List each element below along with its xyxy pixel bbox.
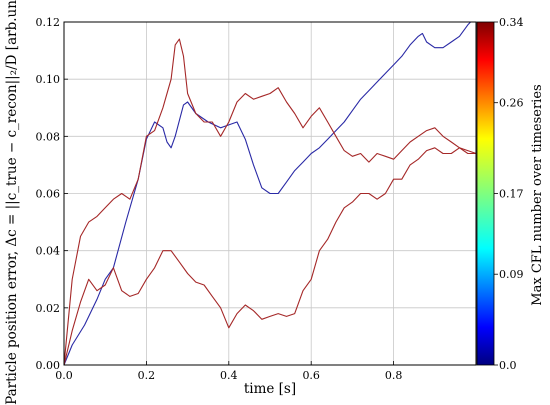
x-axis-label: time [s] bbox=[244, 381, 296, 397]
colorbar-label: Max CFL number over timeseries bbox=[530, 84, 545, 305]
series-group bbox=[64, 22, 476, 365]
series-line-1 bbox=[64, 22, 472, 365]
y-tick-label: 0.10 bbox=[36, 73, 61, 86]
y-tick-label: 0.06 bbox=[36, 188, 61, 201]
y-axis: 0.00 0.02 0.04 0.06 0.08 0.10 0.12 bbox=[36, 16, 68, 372]
y-tick-label: 0.00 bbox=[36, 359, 61, 372]
y-tick-label: 0.04 bbox=[36, 245, 61, 258]
colorbar-tick-label: 0.17 bbox=[499, 188, 524, 201]
colorbar-tick-label: 0.0 bbox=[499, 359, 517, 372]
y-axis-label: Particle position error, Δc = ||c_true −… bbox=[4, 0, 20, 405]
x-tick-label: 0.2 bbox=[138, 369, 156, 382]
colorbar-tick-label: 0.09 bbox=[499, 268, 524, 281]
x-tick-label: 0.0 bbox=[55, 369, 73, 382]
colorbar-axis: 0.0 0.09 0.17 0.26 0.34 bbox=[494, 16, 524, 372]
series-line-2 bbox=[64, 38, 476, 365]
x-tick-label: 0.4 bbox=[220, 369, 238, 382]
colorbar-tick-label: 0.26 bbox=[499, 97, 524, 110]
colorbar-tick-label: 0.34 bbox=[499, 16, 524, 29]
x-axis: 0.0 0.2 0.4 0.6 0.8 bbox=[55, 361, 402, 382]
x-tick-label: 0.6 bbox=[302, 369, 320, 382]
y-tick-label: 0.12 bbox=[36, 16, 61, 29]
series-line-3 bbox=[64, 147, 476, 365]
x-tick-label: 0.8 bbox=[385, 369, 403, 382]
colorbar bbox=[476, 21, 495, 366]
y-tick-label: 0.02 bbox=[36, 302, 61, 315]
y-tick-label: 0.08 bbox=[36, 130, 61, 143]
